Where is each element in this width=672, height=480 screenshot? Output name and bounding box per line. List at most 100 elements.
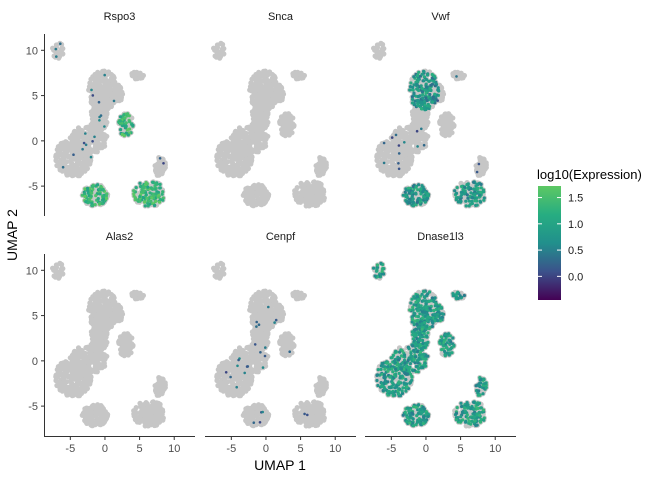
cell-point [262,99,268,106]
expressed-point [459,199,463,203]
cell-point [94,298,100,304]
cell-point [381,46,387,52]
cell-point [404,164,410,170]
expressed-point [123,116,127,120]
expressed-point [430,100,435,104]
expressed-point [124,121,128,125]
cell-point [315,172,321,178]
expressed-point [436,99,440,102]
expressed-point [94,194,98,198]
expressed-point [91,94,95,97]
expressed-point [465,193,469,197]
expressed-point [118,115,123,119]
expressed-point [103,125,106,128]
cell-point [247,200,253,206]
cell-point [100,288,106,294]
expressed-points [54,42,165,208]
expressed-point [145,196,149,200]
cell-point [252,109,258,115]
cell-point [100,298,106,304]
cell-point [314,166,320,172]
expressed-point [464,199,468,203]
cell-point [282,112,288,118]
expressed-point [416,78,420,82]
cell-point [243,157,249,163]
expressed-point [382,141,386,145]
cell-point [451,122,457,128]
expressed-point [467,199,471,203]
cell-point [89,347,95,354]
expressed-point [96,197,100,201]
expressed-point [101,187,105,192]
cell-point [249,76,255,82]
cell-point [109,94,115,100]
cell-point [93,138,100,144]
cell-point [233,146,239,152]
cell-point [214,152,221,158]
cell-point [105,298,111,304]
cell-point [96,91,102,97]
expressed-point [427,79,431,83]
expressed-point [473,199,477,203]
expressed-point [72,153,75,156]
expressed-point [81,147,84,151]
expressed-point [97,100,101,104]
cell-point [291,122,297,128]
cell-point [260,120,266,127]
cell-point [440,131,446,138]
cell-point [250,127,256,134]
cell-point [75,137,81,143]
expressed-point [434,81,438,85]
cell-point [64,168,70,175]
cell-point [221,46,227,52]
cell-point [218,40,224,47]
cell-point [72,348,78,354]
expressed-point [90,204,95,208]
cell-point [301,72,307,79]
cell-point [82,168,88,174]
expressed-point [478,200,483,204]
expressed-point [482,198,486,202]
expressed-point [87,197,91,201]
cell-point [83,164,89,170]
cell-point [377,55,383,61]
cell-point [258,126,264,132]
cell-point [98,134,104,140]
cell-point [97,346,103,352]
cell-point [277,95,283,101]
cell-point [153,166,159,172]
expressed-point [478,193,482,197]
expressed-point [149,199,153,203]
cell-point [425,119,431,125]
cell-point [252,91,258,97]
cell-point [91,329,97,335]
cell-point [278,84,284,90]
cell-point [53,157,59,164]
expressed-point [158,186,162,190]
expressed-point [408,197,412,201]
expressed-point [419,103,423,107]
cell-point [106,305,112,311]
expressed-point [459,195,463,199]
cell-point [271,73,277,79]
expressed-point [124,124,128,128]
expressed-point [84,143,88,147]
expressed-point [412,91,416,95]
expressed-point [119,128,123,132]
expressed-point [86,189,90,193]
cell-point [312,202,319,209]
expressed-point [431,95,435,99]
background-points [50,260,168,429]
expressed-point [423,108,427,112]
expressed-point [453,189,457,193]
cell-point [69,161,75,168]
cell-point [89,123,95,129]
expressed-point [416,73,420,77]
expressed-point [408,85,413,89]
cell-point [261,68,267,74]
cell-point [237,166,243,172]
cell-point [258,145,264,151]
cell-point [116,95,122,101]
